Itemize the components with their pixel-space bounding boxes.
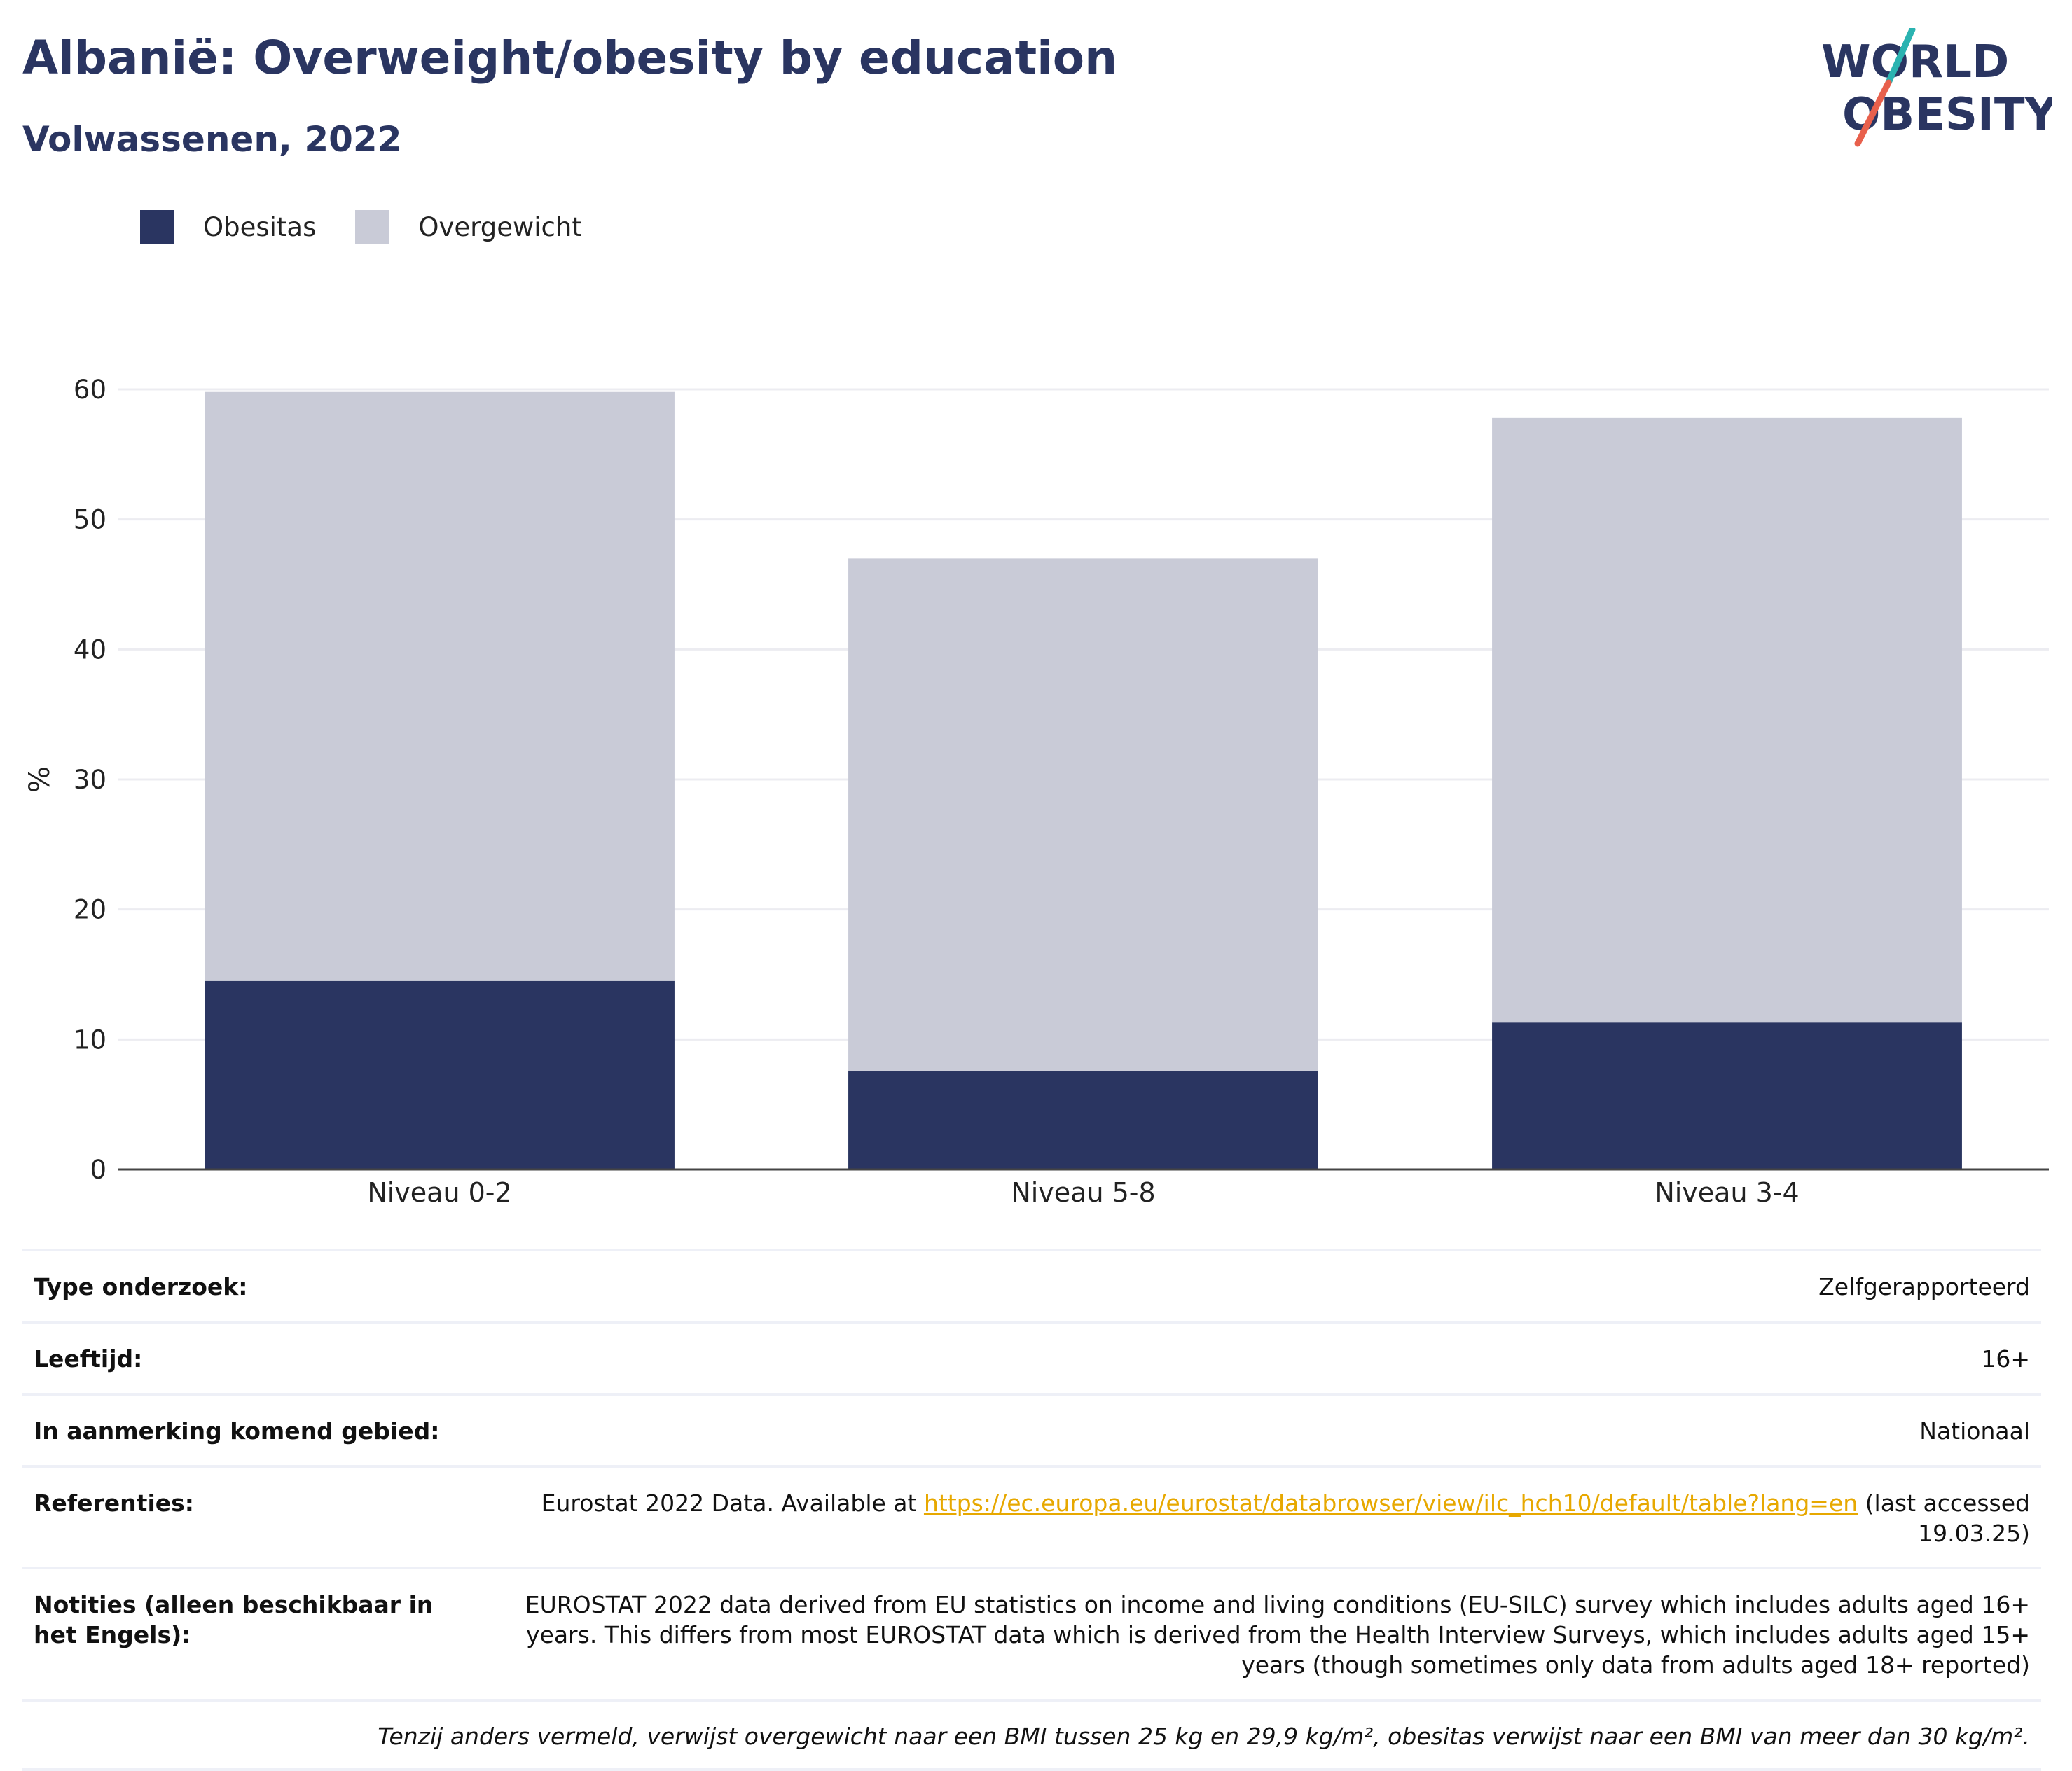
meta-key: Leeftijd: (34, 1345, 143, 1373)
legend-swatch-obesitas (140, 210, 174, 244)
y-tick-label: 60 (74, 375, 106, 405)
meta-key: Notities (alleen beschikbaar in het Enge… (34, 1591, 434, 1649)
legend-item-overgewicht[interactable]: Overgewicht (355, 210, 582, 244)
meta-value: EUROSTAT 2022 data derived from EU stati… (525, 1591, 2030, 1679)
y-tick-label: 10 (74, 1025, 106, 1055)
meta-key: In aanmerking komend gebied: (34, 1417, 440, 1445)
metadata-table: Type onderzoek: Zelfgerapporteerd Leefti… (22, 1249, 2041, 1771)
meta-row-area: In aanmerking komend gebied: Nationaal (22, 1392, 2041, 1465)
legend-swatch-overgewicht (355, 210, 389, 244)
meta-row-age: Leeftijd: 16+ (22, 1320, 2041, 1393)
meta-row-notes: Notities (alleen beschikbaar in het Enge… (22, 1567, 2041, 1699)
meta-value: Zelfgerapporteerd (1818, 1273, 2030, 1300)
y-tick-label: 40 (74, 634, 106, 665)
world-obesity-logo: WORLD OBESITY (1821, 28, 2052, 147)
legend-label-overgewicht: Overgewicht (418, 211, 582, 242)
bar-overgewicht-3 (1492, 417, 1962, 1023)
legend-label-obesitas: Obesitas (203, 211, 317, 242)
y-tick-label: 30 (74, 765, 106, 795)
meta-row-references: Referenties: Eurostat 2022 Data. Availab… (22, 1464, 2041, 1567)
y-tick-label: 20 (74, 895, 106, 925)
meta-value: Eurostat 2022 Data. Available at https:/… (482, 1489, 2030, 1549)
stacked-bar-chart: 0 10 20 30 40 50 60% Niveau 0-2 Niveau 5-8 Niveau… (24, 375, 2049, 1208)
x-tick-label: Niveau 5-8 (1011, 1177, 1155, 1208)
reference-link[interactable]: https://ec.europa.eu/eurostat/databrowse… (923, 1489, 1858, 1517)
meta-row-survey-type: Type onderzoek: Zelfgerapporteerd (22, 1249, 2041, 1321)
meta-key: Type onderzoek: (34, 1273, 248, 1300)
chart-legend: Obesitas Overgewicht (140, 209, 621, 245)
logo-line1: WORLD (1821, 36, 2009, 88)
y-tick-label: 50 (74, 505, 106, 535)
logo-line2: OBESITY (1842, 89, 2052, 141)
legend-item-obesitas[interactable]: Obesitas (140, 210, 316, 244)
y-tick-label: 0 (90, 1155, 106, 1185)
bar-obesitas-3 (1492, 1022, 1962, 1169)
y-axis-label: % (24, 766, 56, 793)
bar-obesitas-1 (205, 980, 675, 1169)
x-tick-label: Niveau 3-4 (1655, 1177, 1799, 1208)
page-title: Albanië: Overweight/obesity by education (22, 31, 1118, 85)
meta-key: Referenties: (34, 1489, 194, 1517)
reference-suffix: (last accessed 19.03.25) (1858, 1489, 2030, 1547)
x-tick-label: Niveau 0-2 (367, 1177, 511, 1208)
definition-footnote: Tenzij anders vermeld, verwijst overgewi… (22, 1699, 2041, 1771)
bar-overgewicht-2 (848, 558, 1318, 1071)
bar-obesitas-2 (848, 1070, 1318, 1169)
reference-prefix: Eurostat 2022 Data. Available at (541, 1489, 924, 1517)
bar-overgewicht-1 (205, 391, 675, 981)
meta-value: 16+ (1981, 1345, 2030, 1373)
meta-value: Nationaal (1919, 1417, 2030, 1445)
page-subtitle: Volwassenen, 2022 (22, 119, 402, 160)
